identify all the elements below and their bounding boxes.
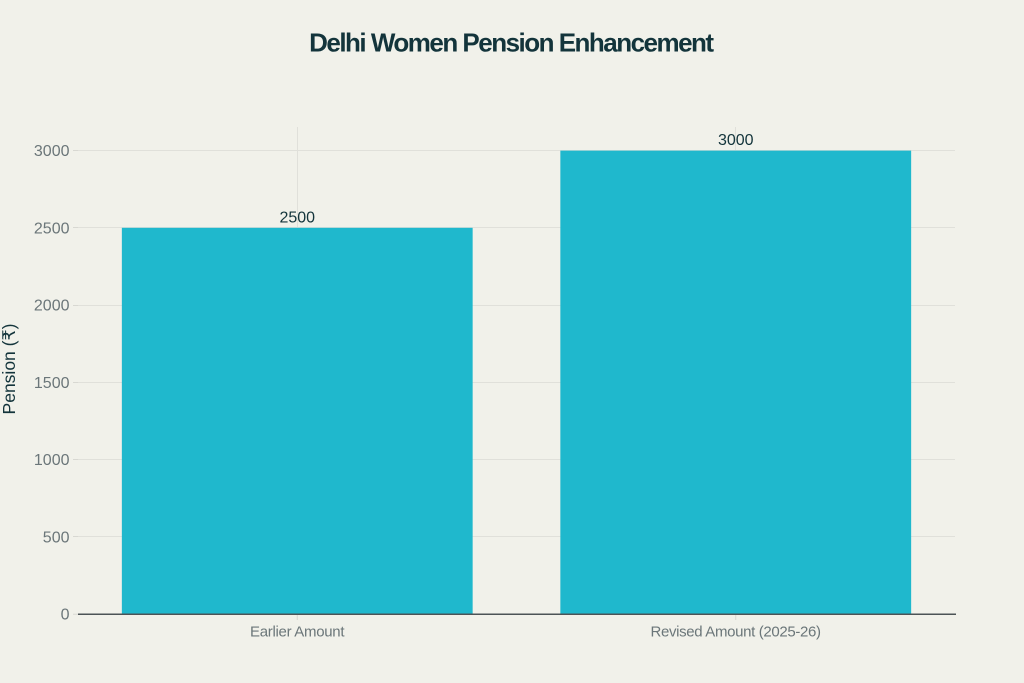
svg-text:2500: 2500	[279, 209, 315, 226]
svg-text:Earlier Amount: Earlier Amount	[250, 623, 345, 640]
svg-text:2000: 2000	[34, 298, 70, 315]
svg-text:Delhi Women Pension Enhancemen: Delhi Women Pension Enhancement	[309, 27, 714, 57]
svg-text:3000: 3000	[34, 143, 70, 160]
svg-text:3000: 3000	[718, 132, 754, 149]
svg-text:500: 500	[43, 529, 70, 546]
svg-text:Revised Amount (2025-26): Revised Amount (2025-26)	[651, 623, 822, 640]
svg-text:1000: 1000	[34, 452, 70, 469]
svg-text:Pension (₹): Pension (₹)	[0, 324, 19, 415]
svg-text:0: 0	[61, 607, 70, 624]
svg-text:1500: 1500	[34, 375, 70, 392]
svg-text:2500: 2500	[34, 220, 70, 237]
